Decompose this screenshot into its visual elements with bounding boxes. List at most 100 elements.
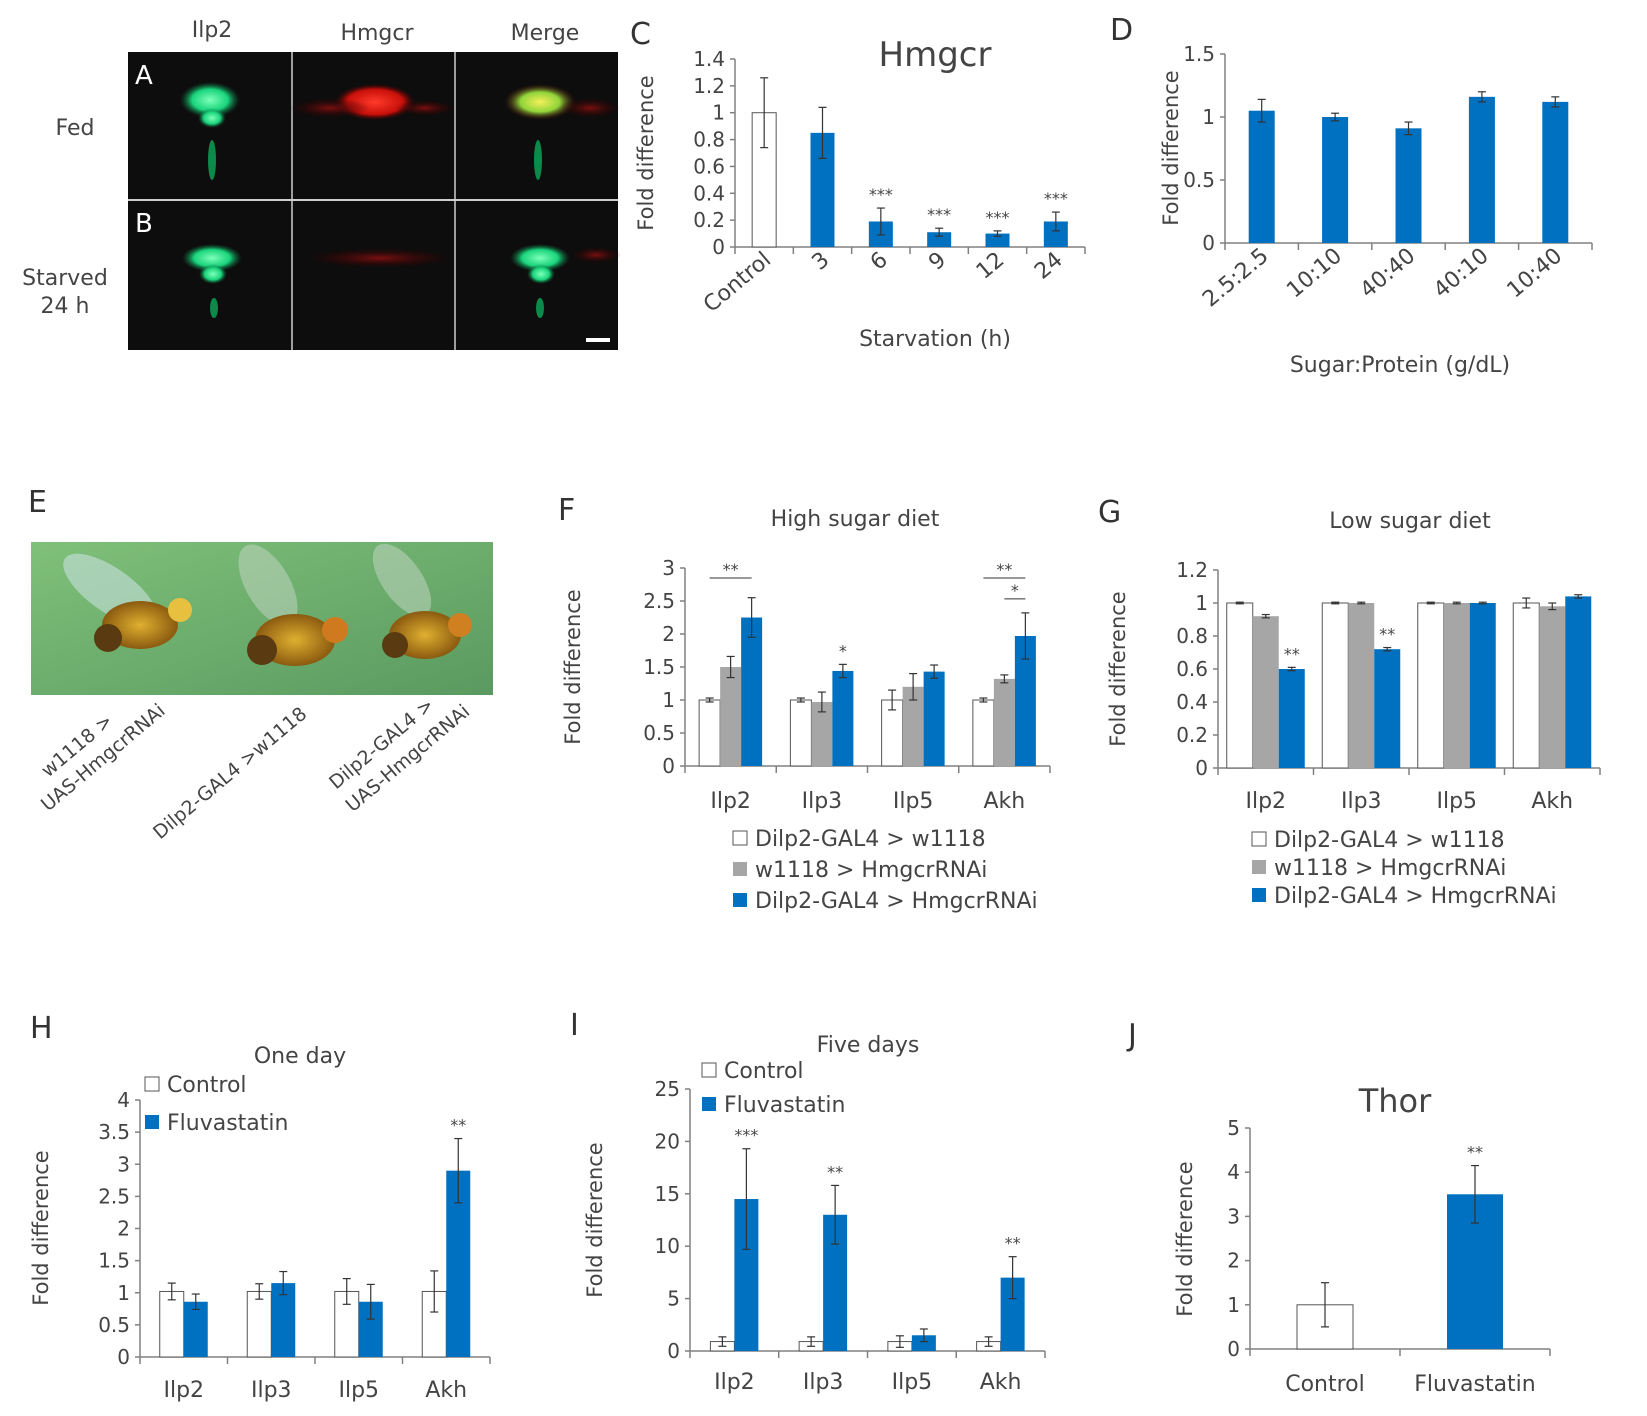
- significance-mark: **: [1005, 1234, 1021, 1253]
- category-label: Ilp2: [1245, 789, 1286, 814]
- fly-2: [238, 544, 348, 666]
- y-tick-label: 1.4: [693, 47, 725, 71]
- category-label: Ilp2: [163, 1378, 204, 1403]
- category-label: Akh: [1531, 789, 1573, 814]
- y-tick-label: 0.4: [1176, 690, 1208, 714]
- bar-G-dilp2-gal4-hmgcrrnai-1: [1374, 649, 1401, 768]
- y-tick-label: 1.5: [1183, 42, 1215, 66]
- y-tick-label: 4: [1227, 1160, 1240, 1184]
- category-label: 40:10: [1429, 243, 1494, 303]
- bar-D-hmgcr-1: [1322, 117, 1349, 243]
- y-tick-label: 5: [1227, 1116, 1240, 1140]
- row-label-starved: Starved 24 h: [22, 266, 108, 319]
- y-tick-label: 15: [655, 1182, 680, 1206]
- category-label: 24: [1030, 247, 1068, 284]
- chart-G: G Low sugar diet 0 0.2 0.4 0.6 0.8 1 1.2 Fold dif…: [1098, 495, 1601, 909]
- bar-G-w1118-hmgcrrnai-1: [1348, 603, 1375, 768]
- y-tick-label: 0: [667, 1339, 680, 1363]
- legend-swatch: [702, 1097, 716, 1111]
- bar-G-w1118-hmgcrrnai-2: [1443, 603, 1470, 768]
- bar-D-hmgcr-3: [1468, 96, 1495, 243]
- significance-mark: *: [839, 641, 847, 660]
- bar-F-dilp2-gal4-hmgcrrnai-3: [1014, 635, 1036, 766]
- chart-title: Hmgcr: [879, 35, 992, 75]
- legend-label: Dilp2-GAL4 > w1118: [1274, 828, 1505, 853]
- bar-I-fluvastatin-2: [911, 1335, 936, 1351]
- y-tick-label: 1.5: [643, 655, 675, 679]
- legend-swatch: [1252, 888, 1266, 902]
- column-header-ilp2: Ilp2: [192, 18, 233, 43]
- y-axis-label: Fold difference: [634, 75, 658, 230]
- panel-letter-F: F: [558, 493, 575, 528]
- category-label: Ilp3: [802, 789, 843, 814]
- y-tick-label: 2.5: [98, 1184, 130, 1208]
- significance-mark: ***: [1044, 189, 1068, 208]
- bar-F-w1118-hmgcrrnai-3: [993, 678, 1015, 766]
- category-label: Ilp5: [1436, 789, 1477, 814]
- category-label: Ilp3: [1341, 789, 1382, 814]
- panel-letter-G: G: [1098, 495, 1121, 530]
- bar-G-w1118-hmgcrrnai-3: [1539, 606, 1566, 768]
- y-tick-label: 0.4: [693, 181, 725, 205]
- bar-C-hmgcr-4: [985, 233, 1010, 247]
- y-tick-label: 0.5: [98, 1313, 130, 1337]
- chart-title: Thor: [1358, 1082, 1432, 1120]
- legend-label: Control: [724, 1059, 804, 1084]
- y-tick-label: 0: [1202, 231, 1215, 255]
- y-tick-label: 3: [662, 556, 675, 580]
- bar-H-fluvastatin-0: [183, 1301, 208, 1357]
- panel-letter-H: H: [30, 1011, 53, 1046]
- x-axis-label: Sugar:Protein (g/dL): [1290, 353, 1510, 378]
- y-tick-label: 1.2: [693, 74, 725, 98]
- bar-C-hmgcr-3: [927, 232, 952, 247]
- y-tick-label: 0: [1227, 1337, 1240, 1361]
- category-label: 40:40: [1356, 243, 1421, 303]
- y-tick-label: 1: [662, 688, 675, 712]
- y-tick-label: 0.8: [1176, 624, 1208, 648]
- y-tick-label: 0.6: [693, 154, 725, 178]
- y-tick-label: 4: [117, 1088, 130, 1112]
- significance-mark: ***: [927, 205, 951, 224]
- y-tick-label: 1: [712, 101, 725, 125]
- category-label: 3: [808, 247, 835, 275]
- legend-swatch: [145, 1115, 159, 1129]
- x-axis-label: Starvation (h): [859, 327, 1011, 352]
- legend-label: Fluvastatin: [724, 1093, 845, 1118]
- y-tick-label: 1: [1195, 591, 1208, 615]
- genotype-label-1: w1118 > UAS-HmgcrRNAi: [37, 700, 170, 816]
- y-tick-label: 3: [1227, 1204, 1240, 1228]
- legend-label: Dilp2-GAL4 > HmgcrRNAi: [755, 889, 1038, 914]
- legend-swatch: [733, 862, 747, 876]
- category-label: 6: [866, 247, 893, 275]
- category-label: 9: [924, 247, 951, 275]
- chart-title: Low sugar diet: [1329, 509, 1491, 534]
- category-label: Control: [1285, 1372, 1365, 1397]
- category-label: Ilp3: [251, 1378, 292, 1403]
- bar-F-dilp2-gal4-hmgcrrnai-2: [923, 671, 945, 766]
- significance-mark: **: [723, 560, 739, 579]
- chart-F: F High sugar diet 0 0.5 1 1.5 2 2.5 3 Fold differ…: [558, 493, 1051, 914]
- fly-1: [63, 553, 192, 652]
- bar-D-hmgcr-2: [1395, 128, 1422, 243]
- y-tick-label: 1: [1202, 105, 1215, 129]
- bar-G-w1118-hmgcrrnai-0: [1252, 616, 1279, 768]
- y-tick-label: 0: [1195, 756, 1208, 780]
- y-tick-label: 0.5: [1183, 168, 1215, 192]
- category-label: 12: [972, 247, 1010, 284]
- category-label: 10:10: [1282, 243, 1347, 303]
- legend-swatch: [701, 1062, 717, 1078]
- y-tick-label: 20: [655, 1129, 680, 1153]
- panel-letter-J: J: [1126, 1018, 1137, 1053]
- bar-H-control-1: [246, 1290, 272, 1358]
- significance-mark: **: [827, 1162, 843, 1181]
- column-header-merge: Merge: [511, 21, 580, 46]
- y-tick-label: 0: [712, 235, 725, 259]
- legend-swatch: [733, 893, 747, 907]
- category-label: Akh: [980, 1370, 1022, 1395]
- y-tick-label: 0.2: [1176, 723, 1208, 747]
- panel-letter-D: D: [1110, 13, 1133, 48]
- bar-G-dilp2-gal4-hmgcrrnai-0: [1278, 669, 1305, 768]
- category-label: Akh: [984, 789, 1026, 814]
- panel-letter-E: E: [28, 485, 47, 520]
